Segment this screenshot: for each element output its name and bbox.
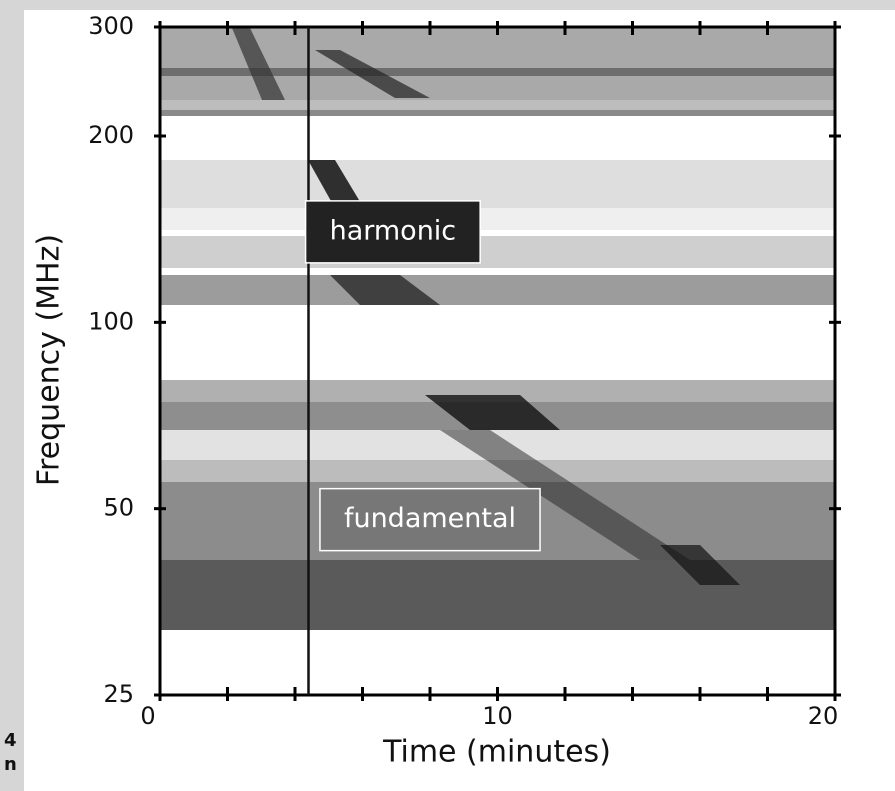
top-strip [0,0,895,10]
burst [232,28,285,100]
left-strip [0,0,24,791]
burst [660,545,740,585]
band [160,460,835,482]
burst [440,430,690,560]
annotation: fundamental [319,487,541,552]
band [160,208,835,230]
band [160,160,835,208]
annotation: harmonic [304,200,481,264]
x-tick-label: 0 [140,702,155,730]
x-tick-label: 10 [482,702,513,730]
x-axis-title: Time (minutes) [382,735,611,770]
y-tick-label: 50 [103,494,134,522]
band [160,100,835,110]
annotation-label: fundamental [344,503,516,534]
band [160,236,835,268]
band [160,275,835,305]
annotation-label: harmonic [330,215,457,246]
y-tick-label: 200 [88,121,134,149]
y-tick-label: 300 [88,12,134,40]
band [160,560,835,630]
x-tick-label: 20 [808,702,839,730]
annotation-box [319,487,541,552]
burst [315,50,430,98]
band [160,110,835,116]
burst [425,395,560,430]
y-axis-title: Frequency (MHz) [32,234,67,486]
cut-text: 4 [4,730,17,751]
burst [330,275,440,305]
y-tick-label: 25 [103,680,134,708]
annotation-box [304,200,481,264]
y-tick-label: 100 [88,307,134,335]
cut-text: n [4,754,17,775]
band [160,380,835,402]
band [160,68,835,76]
